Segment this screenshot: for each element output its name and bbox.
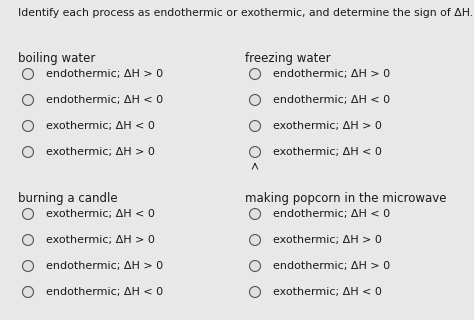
Text: exothermic; ΔH > 0: exothermic; ΔH > 0 (46, 147, 155, 157)
Text: burning a candle: burning a candle (18, 192, 118, 205)
Text: exothermic; ΔH > 0: exothermic; ΔH > 0 (273, 235, 382, 245)
Text: exothermic; ΔH > 0: exothermic; ΔH > 0 (273, 121, 382, 131)
Circle shape (249, 94, 261, 106)
Circle shape (249, 235, 261, 245)
Text: endothermic; ΔH > 0: endothermic; ΔH > 0 (273, 261, 390, 271)
Text: exothermic; ΔH < 0: exothermic; ΔH < 0 (273, 147, 382, 157)
Circle shape (22, 94, 34, 106)
Text: endothermic; ΔH < 0: endothermic; ΔH < 0 (46, 95, 163, 105)
Text: endothermic; ΔH > 0: endothermic; ΔH > 0 (273, 69, 390, 79)
Text: endothermic; ΔH > 0: endothermic; ΔH > 0 (46, 69, 163, 79)
Circle shape (249, 286, 261, 298)
Text: endothermic; ΔH > 0: endothermic; ΔH > 0 (46, 261, 163, 271)
Circle shape (22, 209, 34, 220)
Text: exothermic; ΔH < 0: exothermic; ΔH < 0 (46, 121, 155, 131)
Text: endothermic; ΔH < 0: endothermic; ΔH < 0 (46, 287, 163, 297)
Text: freezing water: freezing water (245, 52, 331, 65)
Circle shape (249, 68, 261, 79)
Circle shape (22, 286, 34, 298)
Text: exothermic; ΔH > 0: exothermic; ΔH > 0 (46, 235, 155, 245)
Circle shape (22, 68, 34, 79)
Text: making popcorn in the microwave: making popcorn in the microwave (245, 192, 447, 205)
Text: endothermic; ΔH < 0: endothermic; ΔH < 0 (273, 209, 390, 219)
Circle shape (22, 147, 34, 157)
Text: endothermic; ΔH < 0: endothermic; ΔH < 0 (273, 95, 390, 105)
Text: boiling water: boiling water (18, 52, 95, 65)
Circle shape (22, 260, 34, 271)
Circle shape (22, 121, 34, 132)
Circle shape (249, 147, 261, 157)
Text: exothermic; ΔH < 0: exothermic; ΔH < 0 (273, 287, 382, 297)
Text: Identify each process as endothermic or exothermic, and determine the sign of ΔH: Identify each process as endothermic or … (18, 8, 473, 18)
Circle shape (22, 235, 34, 245)
Circle shape (249, 209, 261, 220)
Circle shape (249, 260, 261, 271)
Text: exothermic; ΔH < 0: exothermic; ΔH < 0 (46, 209, 155, 219)
Circle shape (249, 121, 261, 132)
